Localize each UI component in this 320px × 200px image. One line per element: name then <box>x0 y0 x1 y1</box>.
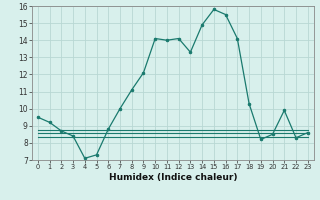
X-axis label: Humidex (Indice chaleur): Humidex (Indice chaleur) <box>108 173 237 182</box>
